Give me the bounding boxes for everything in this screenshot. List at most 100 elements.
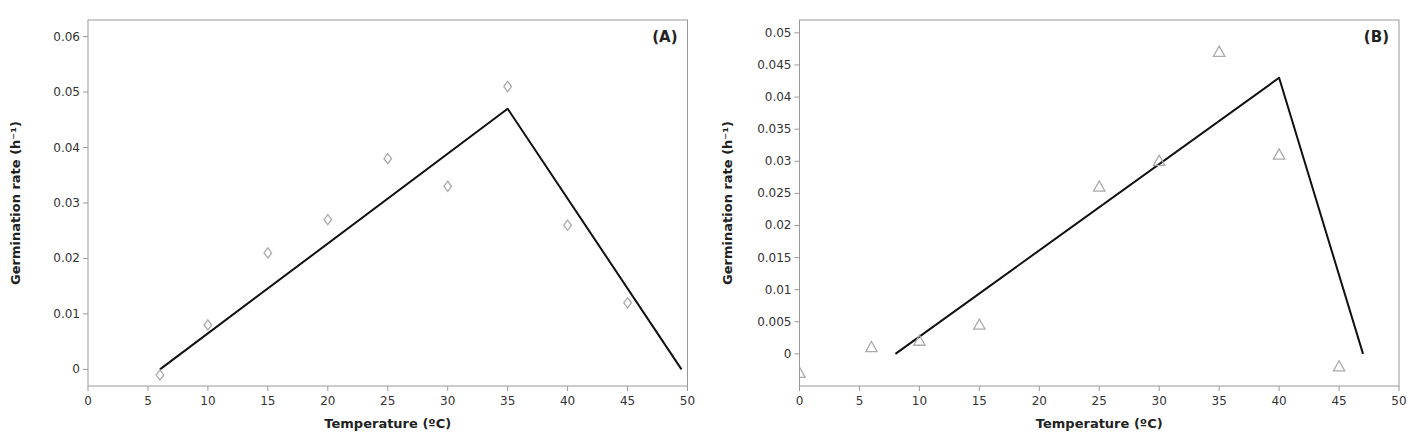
x-tick — [1399, 386, 1400, 391]
scatter-point — [324, 215, 332, 225]
scatter-point — [1333, 361, 1344, 371]
x-tick — [1159, 386, 1160, 391]
y-tick-label: 0.05 — [765, 26, 792, 40]
x-tick — [627, 386, 628, 391]
y-tick-label: 0 — [72, 362, 80, 376]
y-tick — [795, 97, 800, 98]
x-tick-label: 40 — [1271, 394, 1286, 408]
x-tick-label: 0 — [84, 394, 92, 408]
x-axis-label: Temperature (ºC) — [324, 416, 451, 431]
y-tick — [795, 257, 800, 258]
y-tick — [795, 193, 800, 194]
x-tick-label: 5 — [144, 394, 152, 408]
y-tick — [83, 147, 88, 148]
scatter-point — [1213, 46, 1224, 56]
x-tick — [207, 386, 208, 391]
x-tick — [567, 386, 568, 391]
x-tick-label: 15 — [972, 394, 987, 408]
x-tick-label: 25 — [1092, 394, 1107, 408]
x-tick-label: 30 — [1152, 394, 1167, 408]
scatter-point — [800, 367, 806, 377]
x-tick — [919, 386, 920, 391]
x-tick — [859, 386, 860, 391]
panel-label: (A) — [652, 28, 677, 46]
y-tick — [795, 321, 800, 322]
x-tick — [687, 386, 688, 391]
x-axis-label: Temperature (ºC) — [1036, 416, 1163, 431]
x-tick — [267, 386, 268, 391]
x-tick — [447, 386, 448, 391]
scatter-point — [1154, 155, 1165, 165]
x-tick-label: 10 — [912, 394, 927, 408]
figure: 0510152025303540455000.010.020.030.040.0… — [0, 0, 1423, 444]
x-tick — [147, 386, 148, 391]
y-tick — [795, 161, 800, 162]
scatter-point — [156, 370, 164, 380]
y-tick — [795, 129, 800, 130]
y-tick — [795, 353, 800, 354]
scatter-point — [564, 220, 572, 230]
y-tick — [83, 313, 88, 314]
y-tick — [83, 369, 88, 370]
panel: 0510152025303540455000.0050.010.0150.020… — [720, 20, 1407, 431]
x-tick — [1219, 386, 1220, 391]
y-tick-label: 0.04 — [53, 141, 80, 155]
x-tick — [88, 386, 89, 391]
y-tick — [83, 92, 88, 93]
scatter-point — [914, 335, 925, 345]
y-tick-label: 0.01 — [53, 307, 80, 321]
scatter-point — [504, 81, 512, 91]
plot-data — [156, 81, 681, 380]
plot-frame — [800, 20, 1400, 386]
plot-data — [800, 46, 1364, 377]
scatter-point — [444, 181, 452, 191]
x-tick-label: 40 — [560, 394, 575, 408]
y-tick — [795, 225, 800, 226]
y-axis-label: Germination rate (h⁻¹) — [8, 121, 23, 285]
x-tick — [979, 386, 980, 391]
scatter-point — [384, 154, 392, 164]
x-tick-label: 35 — [1212, 394, 1227, 408]
y-tick — [795, 32, 800, 33]
x-tick-label: 50 — [1391, 394, 1406, 408]
x-tick-label: 5 — [856, 394, 864, 408]
scatter-point — [264, 248, 272, 258]
y-tick — [795, 289, 800, 290]
x-tick — [799, 386, 800, 391]
y-tick — [83, 258, 88, 259]
y-tick-label: 0.04 — [765, 90, 792, 104]
y-tick-label: 0.06 — [53, 30, 80, 44]
panel: 0510152025303540455000.010.020.030.040.0… — [8, 20, 695, 431]
y-tick-label: 0.05 — [53, 85, 80, 99]
x-tick-label: 20 — [1032, 394, 1047, 408]
x-tick-label: 30 — [440, 394, 455, 408]
y-tick — [795, 64, 800, 65]
x-tick-label: 0 — [796, 394, 804, 408]
y-tick-label: 0.01 — [765, 283, 792, 297]
x-tick-label: 45 — [620, 394, 635, 408]
x-tick — [387, 386, 388, 391]
y-tick-label: 0.035 — [757, 122, 791, 136]
y-tick — [83, 203, 88, 204]
scatter-point — [624, 298, 632, 308]
y-tick-label: 0.005 — [757, 315, 791, 329]
x-tick-label: 45 — [1331, 394, 1346, 408]
fit-line — [895, 78, 1363, 354]
x-tick-label: 20 — [320, 394, 335, 408]
y-axis-label: Germination rate (h⁻¹) — [720, 121, 735, 285]
y-tick-label: 0 — [784, 347, 792, 361]
panel-label: (B) — [1364, 28, 1389, 46]
x-tick-label: 10 — [200, 394, 215, 408]
y-tick-label: 0.015 — [757, 251, 791, 265]
scatter-point — [866, 341, 877, 351]
scatter-point — [1094, 181, 1105, 191]
y-tick-label: 0.045 — [757, 58, 791, 72]
scatter-point — [1273, 149, 1284, 159]
y-tick-label: 0.02 — [53, 251, 80, 265]
y-tick-label: 0.03 — [765, 154, 792, 168]
x-tick — [1339, 386, 1340, 391]
y-tick-label: 0.025 — [757, 186, 791, 200]
x-tick-label: 50 — [680, 394, 695, 408]
scatter-point — [974, 319, 985, 329]
x-tick — [1099, 386, 1100, 391]
